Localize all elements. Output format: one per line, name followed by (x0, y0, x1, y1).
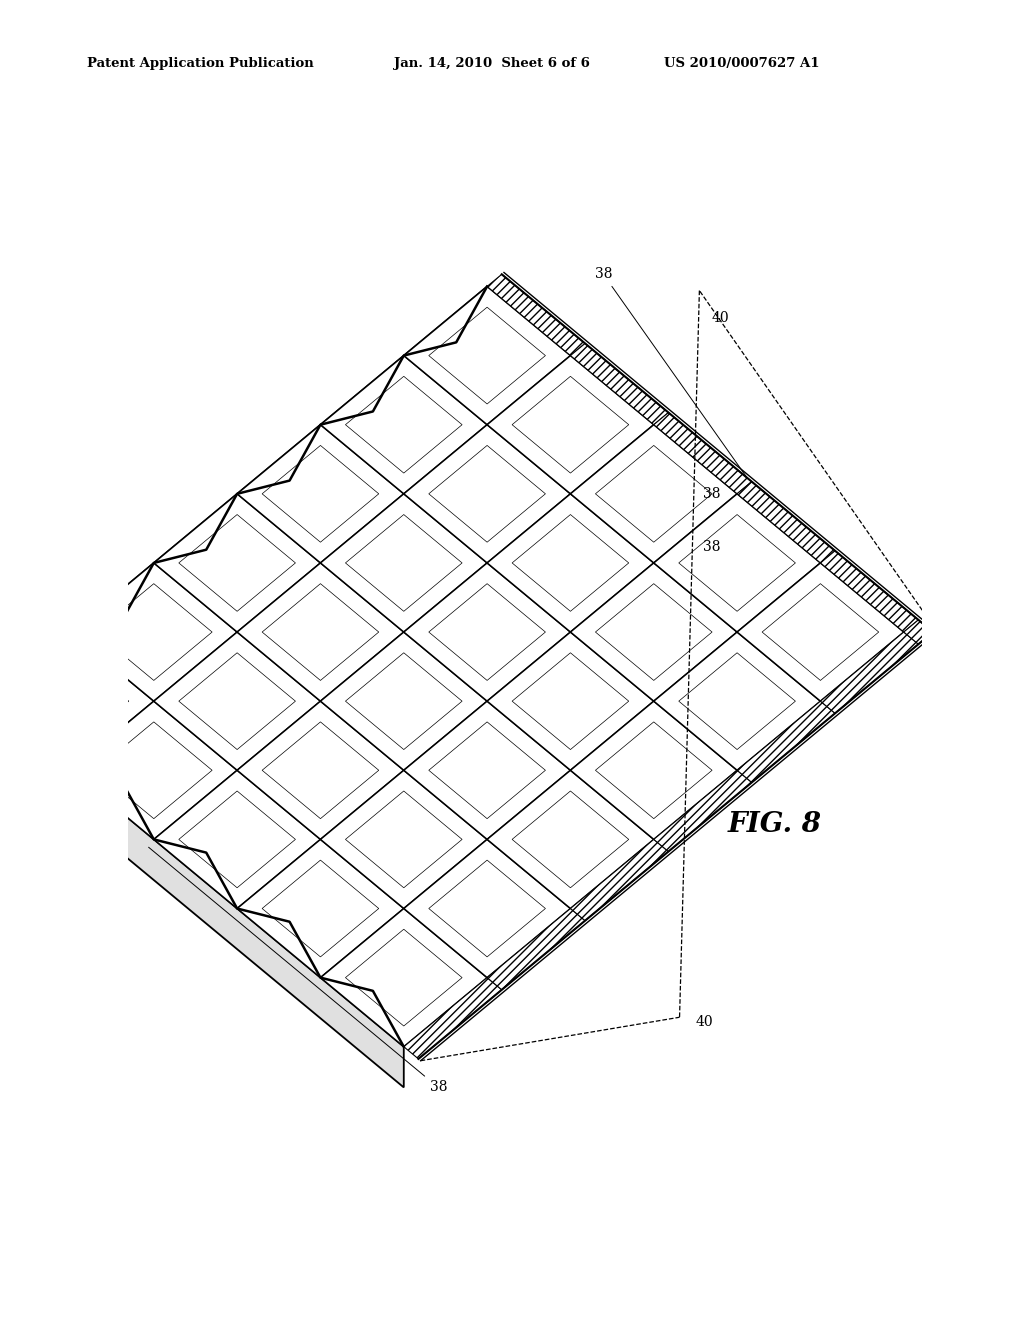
Polygon shape (12, 653, 129, 750)
Polygon shape (403, 425, 570, 562)
Polygon shape (0, 701, 403, 1088)
Polygon shape (71, 562, 238, 701)
Polygon shape (570, 701, 737, 840)
Polygon shape (95, 722, 212, 818)
Polygon shape (154, 632, 321, 771)
Polygon shape (429, 308, 546, 404)
Polygon shape (179, 653, 296, 750)
Polygon shape (512, 653, 629, 750)
Polygon shape (345, 515, 462, 611)
Polygon shape (653, 494, 820, 632)
Polygon shape (570, 425, 737, 562)
Polygon shape (487, 771, 653, 908)
Text: FIG. 8: FIG. 8 (728, 810, 822, 838)
Polygon shape (321, 908, 487, 1047)
Polygon shape (679, 653, 796, 750)
Polygon shape (595, 445, 712, 543)
Polygon shape (487, 494, 653, 632)
Polygon shape (179, 791, 296, 888)
Polygon shape (345, 929, 462, 1026)
Polygon shape (345, 376, 462, 473)
Polygon shape (820, 632, 919, 713)
Polygon shape (321, 771, 487, 908)
Polygon shape (238, 840, 403, 978)
Polygon shape (487, 632, 653, 771)
Polygon shape (321, 355, 487, 494)
Text: 38: 38 (703, 540, 721, 553)
Polygon shape (179, 515, 296, 611)
Polygon shape (429, 583, 546, 680)
Polygon shape (595, 722, 712, 818)
Polygon shape (762, 583, 879, 680)
Polygon shape (570, 840, 669, 920)
Polygon shape (154, 494, 321, 632)
Polygon shape (95, 583, 212, 680)
Text: 40: 40 (712, 312, 729, 325)
Polygon shape (238, 701, 403, 840)
Polygon shape (512, 791, 629, 888)
Text: 38: 38 (595, 268, 746, 478)
Text: 38: 38 (703, 487, 721, 500)
Polygon shape (0, 286, 487, 742)
Polygon shape (262, 861, 379, 957)
Polygon shape (737, 701, 835, 783)
Polygon shape (653, 632, 820, 771)
Polygon shape (595, 583, 712, 680)
Polygon shape (429, 722, 546, 818)
Text: 40: 40 (695, 1015, 713, 1030)
Polygon shape (238, 425, 403, 562)
Text: Patent Application Publication: Patent Application Publication (87, 57, 313, 70)
Polygon shape (403, 562, 570, 701)
Polygon shape (429, 445, 546, 543)
Polygon shape (512, 515, 629, 611)
Polygon shape (487, 908, 585, 990)
Polygon shape (737, 482, 835, 562)
Polygon shape (345, 653, 462, 750)
Polygon shape (403, 978, 502, 1059)
Polygon shape (262, 722, 379, 818)
Polygon shape (679, 515, 796, 611)
Polygon shape (737, 562, 904, 701)
Polygon shape (429, 861, 546, 957)
Polygon shape (321, 632, 487, 771)
Polygon shape (403, 286, 570, 425)
Polygon shape (403, 840, 570, 978)
Polygon shape (570, 562, 737, 701)
Polygon shape (154, 771, 321, 908)
Polygon shape (0, 632, 154, 771)
Polygon shape (653, 413, 752, 494)
Polygon shape (512, 376, 629, 473)
Polygon shape (71, 701, 238, 840)
Polygon shape (238, 562, 403, 701)
Polygon shape (321, 494, 487, 632)
Polygon shape (262, 583, 379, 680)
Polygon shape (570, 343, 669, 425)
Polygon shape (904, 620, 933, 644)
Polygon shape (487, 275, 585, 355)
Polygon shape (653, 771, 752, 851)
Polygon shape (820, 550, 919, 632)
Polygon shape (262, 445, 379, 543)
Text: Jan. 14, 2010  Sheet 6 of 6: Jan. 14, 2010 Sheet 6 of 6 (394, 57, 590, 70)
Polygon shape (403, 701, 570, 840)
Text: 38: 38 (148, 847, 447, 1094)
Text: US 2010/0007627 A1: US 2010/0007627 A1 (664, 57, 819, 70)
Polygon shape (487, 355, 653, 494)
Polygon shape (345, 791, 462, 888)
